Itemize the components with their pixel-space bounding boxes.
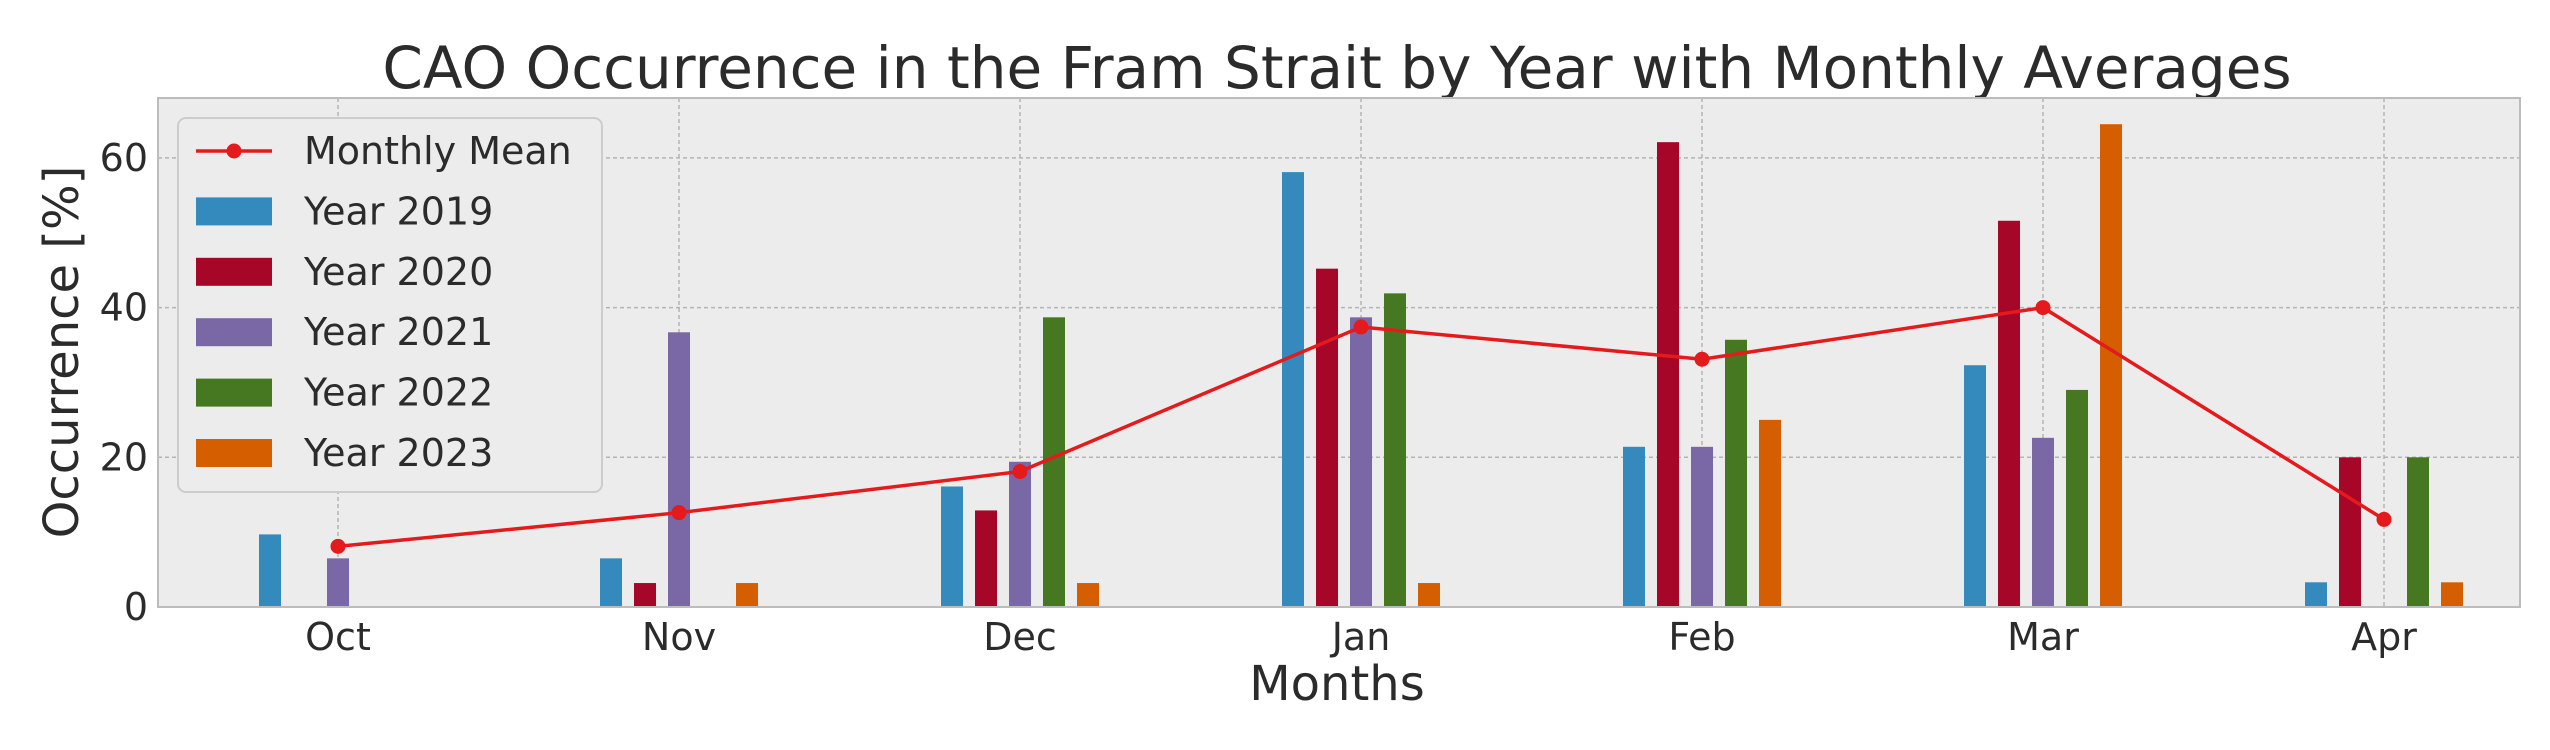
legend: Monthly Mean Year 2019 Year 2020 Year 2021 Y… <box>177 117 603 493</box>
bar <box>1998 220 2020 607</box>
x-tick-label: Apr <box>2351 615 2417 659</box>
bar <box>1316 268 1338 607</box>
bar <box>259 534 281 607</box>
bar <box>2441 582 2463 607</box>
mean-point <box>1012 464 1028 480</box>
bar <box>1759 419 1781 607</box>
chart-title: CAO Occurrence in the Fram Strait by Yea… <box>382 34 2291 102</box>
bar <box>2100 124 2122 607</box>
bar <box>941 486 963 607</box>
y-ticks: 0 20 40 60 <box>100 136 148 629</box>
legend-box <box>177 117 603 493</box>
x-tick-label: Feb <box>1668 615 1735 659</box>
bar <box>1043 317 1065 607</box>
bar <box>2407 457 2429 607</box>
legend-swatch <box>196 257 272 286</box>
bar <box>668 332 690 607</box>
bar <box>634 583 656 607</box>
bar <box>1077 583 1099 607</box>
legend-label: Year 2019 <box>303 189 493 233</box>
legend-swatch <box>196 378 272 407</box>
bar <box>1623 446 1645 607</box>
y-tick-label: 20 <box>100 435 148 479</box>
bar <box>1691 446 1713 607</box>
bar <box>1418 583 1440 607</box>
x-tick-label: Mar <box>2007 615 2079 659</box>
legend-label: Year 2021 <box>303 310 493 354</box>
bar <box>600 558 622 607</box>
bar <box>1384 293 1406 607</box>
bar <box>1350 317 1372 607</box>
x-tick-label: Jan <box>1330 615 1391 659</box>
bar <box>1657 142 1679 607</box>
mean-point <box>330 538 346 554</box>
mean-line-group <box>330 300 2392 554</box>
legend-label: Year 2020 <box>303 250 493 294</box>
bar <box>2032 437 2054 607</box>
x-tick-label: Oct <box>305 615 371 659</box>
x-tick-label: Nov <box>642 615 716 659</box>
bar <box>2339 457 2361 607</box>
y-tick-label: 0 <box>124 585 148 629</box>
bar <box>1282 172 1304 607</box>
bars <box>259 124 2463 607</box>
bar <box>2305 582 2327 607</box>
bar <box>975 510 997 607</box>
legend-swatch <box>196 197 272 226</box>
x-tick-label: Dec <box>983 615 1057 659</box>
legend-label: Monthly Mean <box>304 129 572 173</box>
legend-swatch <box>196 439 272 467</box>
mean-point <box>2035 300 2051 316</box>
legend-label: Year 2022 <box>303 371 493 415</box>
bar <box>2066 389 2088 607</box>
bar <box>1725 339 1747 607</box>
plot-frame <box>157 97 2521 608</box>
bar <box>736 583 758 607</box>
x-axis-label: Months <box>1249 656 1424 712</box>
mean-point <box>1353 319 1369 335</box>
mean-point <box>1694 351 1710 367</box>
mean-point <box>2376 511 2392 527</box>
bar <box>327 558 349 607</box>
y-tick-label: 40 <box>100 286 148 330</box>
bar <box>1964 365 1986 607</box>
y-axis-label: Occurrence [%] <box>34 166 90 539</box>
x-ticks: Oct Nov Dec Jan Feb Mar Apr <box>305 615 2417 659</box>
legend-swatch <box>196 318 272 347</box>
y-tick-label: 60 <box>100 136 148 180</box>
legend-label: Year 2023 <box>303 431 493 475</box>
legend-marker <box>226 143 242 159</box>
bar <box>1009 461 1031 607</box>
mean-point <box>671 505 687 521</box>
